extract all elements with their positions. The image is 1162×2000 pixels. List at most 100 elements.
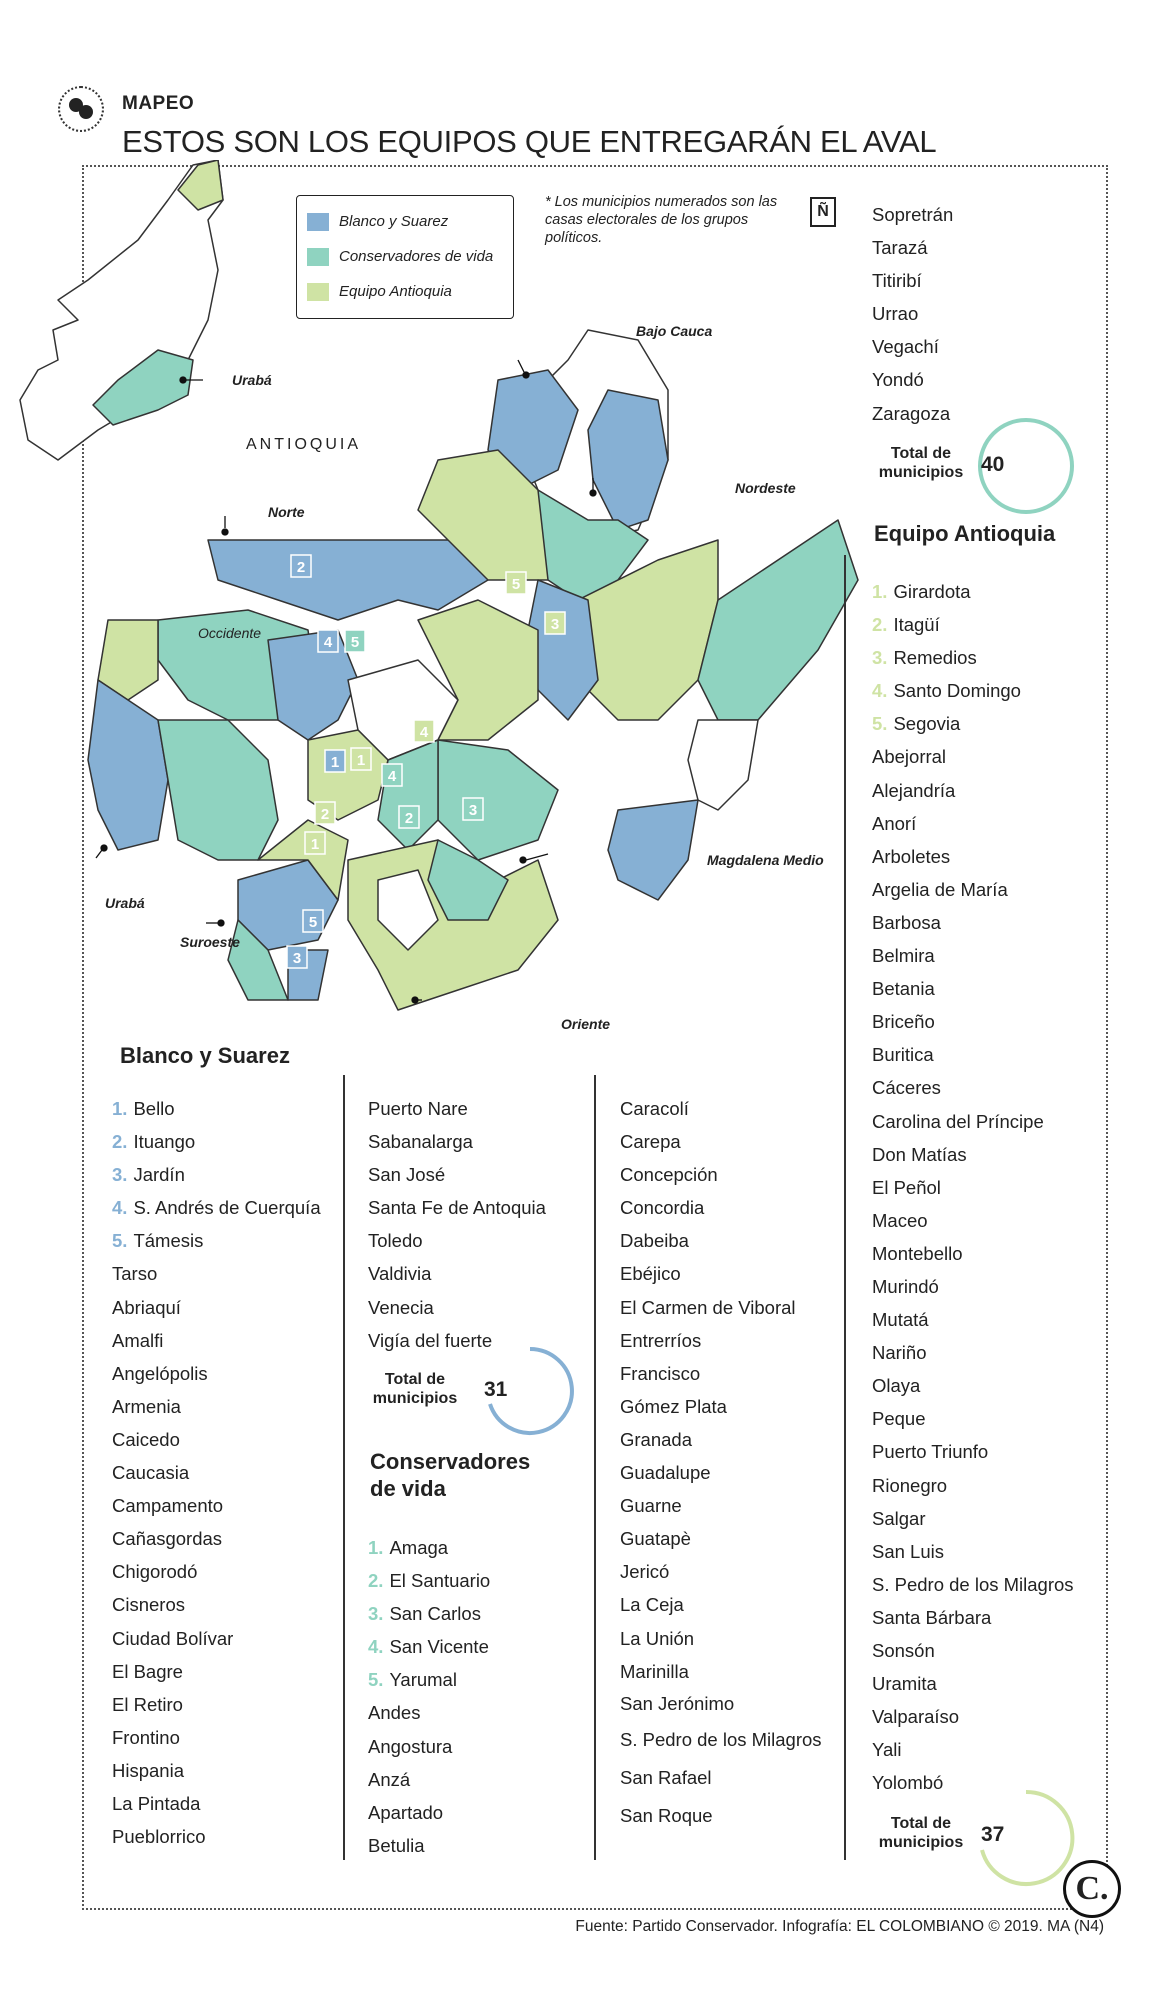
list-item: Peque [872,1408,926,1430]
map-marker: 2 [297,559,305,576]
list-item: Betania [872,978,935,1000]
total-blanco: Total de municipios 31 [360,1346,580,1436]
map-marker: 5 [512,576,520,593]
el-colombiano-logo: C. [1063,1860,1121,1918]
list-item: Marinilla [620,1660,689,1682]
list-item: Granada [620,1428,692,1450]
list-item: Sonsón [872,1640,935,1661]
legend-swatch [307,212,329,231]
region-label: Suroeste [180,934,240,950]
list-item: 2. Ituango [112,1131,196,1153]
list-item: Nariño [872,1342,927,1364]
map-marker: 5 [351,634,359,651]
list-item: Apartado [368,1801,444,1823]
total-conservadores: Total de municipios 40 [866,416,1096,516]
section-title-blanco: Blanco y Suarez [120,1043,290,1068]
list-item: San José [368,1164,446,1186]
map-region-east-teal [697,519,859,721]
legend-swatch [307,247,329,266]
map-region-uraba-green [177,160,224,211]
list-item: Jericó [620,1561,670,1583]
list-item: Carolina del Príncipe [872,1110,1044,1132]
list-item: Yolombó [872,1772,944,1794]
list-item: Buritica [872,1044,934,1066]
list-item: 5. Segovia [872,713,961,735]
list-item: El Peñol [872,1176,941,1198]
list-item: Entrerríos [620,1329,702,1351]
map-region-oriente-teal [427,839,509,921]
list-item: Cáceres [872,1077,941,1099]
list-item: Ebéjico [620,1263,681,1285]
map-region-north-teal [537,489,649,601]
list-item: San Rafael [620,1766,712,1788]
region-label: Bajo Cauca [636,323,713,339]
total-value: 40 [981,453,1005,476]
map-region-north-blue [487,369,579,491]
map-markers: 2 4 5 5 3 1 1 4 4 2 2 3 1 5 3 [286,554,566,969]
list-item: Abriaquí [112,1296,181,1318]
list-item: Toledo [368,1230,423,1252]
map-marker: 3 [551,616,559,633]
list-item: Ciudad Bolívar [112,1627,234,1649]
list-item: Cañasgordas [112,1528,223,1550]
list-item: Zaragoza [872,402,951,424]
list-item: Gómez Plata [620,1395,727,1417]
region-label: Urabá [105,895,145,911]
column-divider [594,1075,596,1860]
list-item: Caucasia [112,1462,190,1484]
section-title-equipo: Equipo Antioquia [874,521,1056,546]
list-item: Anorí [872,812,917,834]
list-item: 4. S. Andrés de Cuerquía [112,1197,321,1219]
list-item: Arboletes [872,845,951,867]
list-conservadores-col3: Caracolí Carepa Concepción Concordia Dab… [620,1092,822,1832]
list-item: Guarne [620,1495,682,1517]
list-item: S. Pedro de los Milagros [620,1728,822,1750]
list-item: Tarso [112,1263,158,1285]
list-item: 3. Jardín [112,1164,185,1186]
list-item: Mutatá [872,1309,929,1331]
map-region-west-teal [157,719,279,861]
list-item: Urrao [872,303,919,325]
list-item: La Ceja [620,1594,684,1616]
list-item: Montebello [872,1242,963,1264]
antioquia-map: 2 4 5 5 3 1 1 4 4 2 2 3 1 5 3 [19,160,859,1011]
list-item: S. Pedro de los Milagros [872,1573,1074,1595]
list-item: Francisco [620,1362,701,1384]
department-label: ANTIOQUIA [246,436,362,453]
region-label: Nordeste [735,480,796,496]
map-marker: 3 [293,950,301,967]
map-region-west-green [97,619,159,701]
list-item: 4. Santo Domingo [872,680,1021,702]
list-item: Puerto Nare [368,1098,468,1119]
north-arrow-icon: Ñ [810,197,836,227]
list-item: Briceño [872,1011,935,1033]
list-item: Anzá [368,1768,411,1790]
list-item: 1. Amaga [368,1537,449,1558]
map-marker: 1 [311,836,319,853]
list-item: 1. Bello [112,1098,175,1119]
list-item: Guadalupe [620,1462,711,1484]
list-item: Angostura [368,1735,453,1757]
total-value: 37 [981,1823,1005,1846]
list-item: Cisneros [112,1594,185,1616]
list-item: Betulia [368,1834,425,1856]
map-legend: Blanco y Suarez Conservadores de vida Eq… [296,195,514,319]
list-equipo: 1. Girardota 2. Itagüí 3. Remedios 4. Santo … [872,575,1074,1799]
list-item: El Retiro [112,1693,183,1715]
list-item: Argelia de María [872,878,1008,900]
region-label: Magdalena Medio [707,852,824,868]
list-item: 1. Girardota [872,581,971,602]
total-equipo: Total de municipios 37 [866,1788,1096,1888]
list-item: Andes [368,1702,421,1724]
list-blanco-col2: Puerto Nare Sabanalarga San José Santa F… [368,1092,546,1357]
map-marker: 3 [469,802,477,819]
list-item: Valdivia [368,1263,432,1285]
map-region-south-teal [227,919,289,1001]
list-item: Titiribí [872,270,922,292]
map-marker: 4 [388,768,397,785]
region-label: Norte [268,504,305,520]
list-item: Hispania [112,1759,184,1781]
list-item: Uramita [872,1673,937,1695]
map-region-uraba-south-blue [87,679,169,851]
list-item: Salgar [872,1507,926,1529]
